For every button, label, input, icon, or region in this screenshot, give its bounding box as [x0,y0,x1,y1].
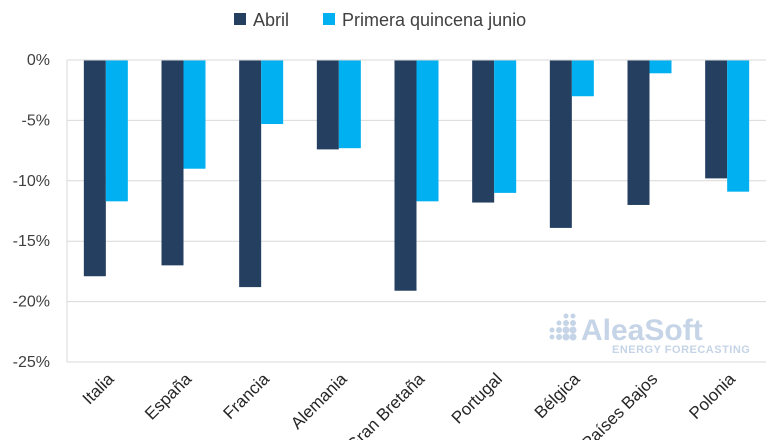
watermark-brand: AleaSoft [581,314,703,347]
bar-junio [494,60,517,193]
bar-junio [105,60,128,202]
y-tick-label: 0% [27,52,50,69]
legend-label-abril: Abril [253,10,289,30]
y-tick-label: -5% [22,112,50,129]
bar-abril [83,60,106,277]
y-tick-label: -20% [13,294,50,311]
bar-abril [472,60,495,203]
x-category-label: Portugal [448,369,506,427]
bars [67,59,766,291]
bar-junio [727,60,750,192]
bar-abril [316,60,339,150]
legend-label-junio: Primera quincena junio [342,10,526,30]
x-category-label: Alemania [287,369,351,433]
y-tick-label: -10% [13,173,50,190]
bar-junio [649,60,672,74]
x-category-label: Italia [79,369,118,408]
bar-abril [239,60,262,288]
bar-abril [161,60,184,266]
x-category-label: Gran Bretaña [343,369,429,440]
legend: Abril Primera quincena junio [234,10,526,30]
bar-junio [183,60,206,169]
bar-abril [627,60,650,205]
legend-swatch-abril [234,13,246,25]
x-category-label: Polonia [685,369,739,423]
bar-junio [261,60,284,125]
bar-junio [571,60,594,97]
bar-junio [416,60,439,202]
y-axis: 0% -5% -10% -15% -20% -25% [13,52,68,371]
y-tick-label: -15% [13,233,50,250]
bar-junio [338,60,361,149]
bar-abril [705,60,728,179]
bar-abril [394,60,417,291]
x-category-label: Bélgica [531,369,584,422]
y-tick-label: -25% [13,354,50,371]
watermark-tagline: ENERGY FORECASTING [612,344,750,356]
x-category-label: Francia [219,369,273,423]
aleasoft-logo-icon [549,313,577,341]
bar-abril [549,60,572,228]
watermark: AleaSoft ENERGY FORECASTING [549,313,750,356]
x-category-label: Países Bajos [578,369,662,440]
legend-swatch-junio [323,13,335,25]
x-category-label: España [141,369,196,424]
